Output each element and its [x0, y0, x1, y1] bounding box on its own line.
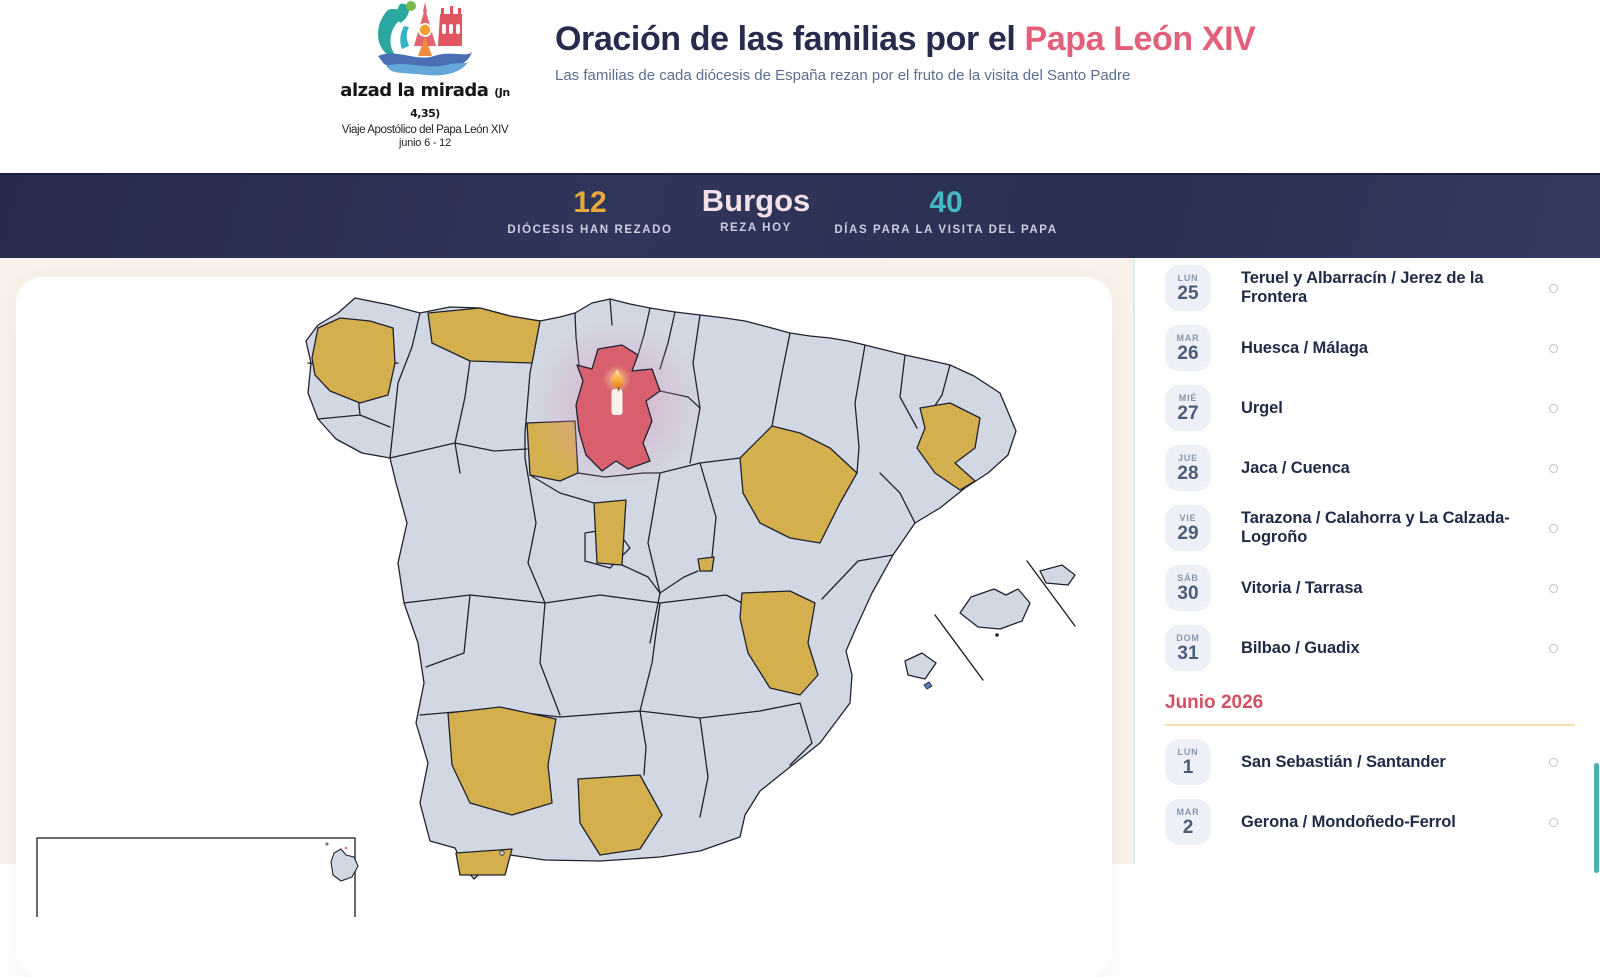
- balearic-islands[interactable]: [904, 564, 1076, 680]
- diocese-borders: [307, 298, 951, 818]
- diocese-name: Bilbao / Guadix: [1241, 638, 1360, 657]
- diocese-name: Teruel y Albarracín / Jerez de la Fronte…: [1241, 269, 1484, 306]
- page-header: alzad la mirada (Jn 4,35) Viaje Apostóli…: [0, 0, 1600, 173]
- status-circle-icon: [1549, 757, 1558, 767]
- stats-bar: 12 DIÓCESIS HAN REZADO Burgos REZA HOY 4…: [0, 173, 1600, 258]
- stat-praying-today: Burgos REZA HOY: [701, 183, 811, 235]
- logo-dates: junio 6 - 12: [398, 137, 452, 149]
- date-badge: SÁB 30: [1165, 565, 1211, 611]
- date-badge: MIÉ 27: [1165, 385, 1211, 431]
- date-badge: JUE 28: [1165, 445, 1211, 491]
- status-circle-icon: [1549, 463, 1558, 473]
- prayer-day-list: LUN 25 Teruel y Albarracín / Jerez de la…: [1135, 258, 1600, 852]
- diocese-name: Jaca / Cuenca: [1241, 458, 1350, 477]
- page-title: Oración de las familias por el Papa León…: [555, 20, 1256, 58]
- month-header-junio-2026: Junio 2026: [1165, 692, 1575, 726]
- date-badge: LUN 1: [1165, 739, 1211, 785]
- day-row-may-31[interactable]: DOM 31 Bilbao / Guadix: [1135, 618, 1600, 678]
- page-title-accent: Papa León XIV: [1024, 20, 1256, 58]
- status-circle-icon: [1549, 583, 1558, 593]
- day-row-may-27[interactable]: MIÉ 27 Urgel: [1135, 378, 1600, 438]
- diocese-name: Tarazona / Calahorra y La Calzada-Logroñ…: [1241, 509, 1510, 546]
- sidebar-scrollbar[interactable]: [1594, 763, 1599, 873]
- status-circle-icon: [1549, 817, 1558, 827]
- day-row-may-25[interactable]: LUN 25 Teruel y Albarracín / Jerez de la…: [1135, 258, 1600, 318]
- prayer-calendar-sidebar: LUN 25 Teruel y Albarracín / Jerez de la…: [1133, 258, 1600, 873]
- day-row-may-30[interactable]: SÁB 30 Vitoria / Tarrasa: [1135, 558, 1600, 618]
- diocese-name: Gerona / Mondoñedo-Ferrol: [1241, 812, 1456, 831]
- stat-dioceses-prayed-label: DIÓCESIS HAN REZADO: [507, 224, 673, 236]
- day-row-may-29[interactable]: VIE 29 Tarazona / Calahorra y La Calzada…: [1135, 498, 1600, 558]
- status-circle-icon: [1549, 343, 1558, 353]
- stat-praying-today-value: Burgos: [701, 183, 811, 218]
- diocese-name: San Sebastián / Santander: [1241, 752, 1446, 771]
- stat-dioceses-prayed-value: 12: [573, 186, 607, 219]
- date-badge: MAR 26: [1165, 325, 1211, 371]
- date-badge: LUN 25: [1165, 265, 1211, 311]
- candle-icon: [603, 365, 631, 415]
- page-subtitle: Las familias de cada diócesis de España …: [555, 67, 1131, 84]
- spain-dioceses-map[interactable]: [16, 277, 1112, 929]
- formentera-island: [923, 681, 933, 690]
- day-row-may-28[interactable]: JUE 28 Jaca / Cuenca: [1135, 438, 1600, 498]
- diocese-name: Huesca / Málaga: [1241, 338, 1368, 357]
- canary-islands-inset: [36, 837, 359, 929]
- map-card: [16, 277, 1112, 977]
- status-circle-icon: [1549, 643, 1558, 653]
- stat-dioceses-prayed: 12 DIÓCESIS HAN REZADO: [507, 186, 673, 237]
- logo-subtitle: Viaje Apostólico del Papa León XIV: [341, 124, 509, 136]
- date-badge: MAR 2: [1165, 799, 1211, 845]
- date-badge: VIE 29: [1165, 505, 1211, 551]
- map-divider-line: [1026, 560, 1076, 627]
- main-content: LUN 25 Teruel y Albarracín / Jerez de la…: [0, 258, 1600, 977]
- event-logo-emblem-icon: [378, 1, 472, 76]
- logo-title: alzad la mirada (Jn 4,35): [340, 80, 510, 120]
- day-row-june-2[interactable]: MAR 2 Gerona / Mondoñedo-Ferrol: [1135, 792, 1600, 852]
- stat-days-to-visit-label: DÍAS PARA LA VISITA DEL PAPA: [834, 224, 1058, 236]
- diocese-name: Urgel: [1241, 398, 1283, 417]
- diocese-name: Vitoria / Tarrasa: [1241, 578, 1363, 597]
- day-row-june-1[interactable]: LUN 1 San Sebastián / Santander: [1135, 732, 1600, 792]
- stat-praying-today-label: REZA HOY: [720, 222, 792, 234]
- status-circle-icon: [1549, 523, 1558, 533]
- day-row-may-26[interactable]: MAR 26 Huesca / Málaga: [1135, 318, 1600, 378]
- status-circle-icon: [1549, 283, 1558, 293]
- stat-days-to-visit: 40 DÍAS PARA LA VISITA DEL PAPA: [834, 186, 1058, 237]
- stat-days-to-visit-value: 40: [929, 186, 963, 219]
- status-circle-icon: [1549, 403, 1558, 413]
- map-divider-line: [934, 614, 984, 681]
- date-badge: DOM 31: [1165, 625, 1211, 671]
- event-logo: alzad la mirada (Jn 4,35) Viaje Apostóli…: [335, 0, 515, 149]
